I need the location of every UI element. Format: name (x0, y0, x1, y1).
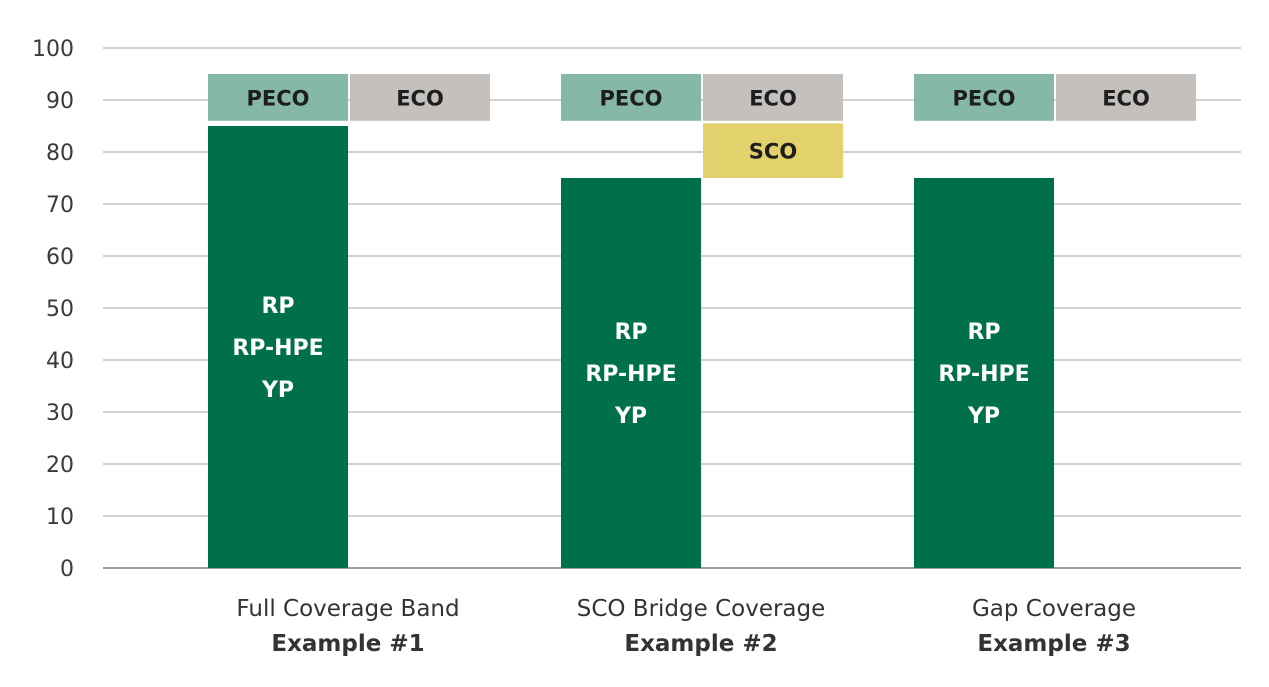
y-tick-label: 50 (46, 297, 74, 322)
segment-eco (350, 74, 490, 121)
bar-group: RP RP-HPE YP PECO ECO (208, 74, 490, 568)
segment-label: ECO (1102, 86, 1150, 110)
bar-label: YP (614, 404, 647, 429)
bar-label: RP-HPE (938, 362, 1029, 387)
y-tick-label: 10 (46, 505, 74, 530)
category-label: Full Coverage Band (236, 596, 459, 622)
segment-label: ECO (749, 86, 797, 110)
y-tick-label: 0 (60, 557, 74, 582)
segment-label: ECO (396, 86, 444, 110)
segment-label: PECO (247, 86, 310, 110)
segment-peco (914, 74, 1054, 121)
base-bar (914, 178, 1054, 568)
category-sublabel: Example #2 (624, 631, 777, 657)
segment-eco (703, 74, 843, 121)
bar-label: RP (967, 320, 1000, 345)
segment-peco (208, 74, 348, 121)
segment-peco (561, 74, 701, 121)
y-tick-label: 60 (46, 245, 74, 270)
y-tick-label: 100 (32, 37, 74, 62)
bar-group: RP RP-HPE YP PECO ECO SCO (561, 74, 843, 568)
segment-label: PECO (953, 86, 1016, 110)
bar-group: RP RP-HPE YP PECO ECO (914, 74, 1196, 568)
category-sublabel: Example #1 (271, 631, 424, 657)
category-label: SCO Bridge Coverage (577, 596, 826, 622)
segment-label: PECO (600, 86, 663, 110)
bar-label: YP (967, 404, 1000, 429)
y-tick-label: 20 (46, 453, 74, 478)
bar-label: RP-HPE (585, 362, 676, 387)
y-axis-ticks: 0 10 20 30 40 50 60 70 80 90 100 (32, 37, 74, 582)
bar-label: RP (614, 320, 647, 345)
y-tick-label: 70 (46, 193, 74, 218)
segment-label: SCO (749, 140, 797, 164)
x-axis-labels: Full Coverage Band Example #1 SCO Bridge C… (236, 596, 1136, 657)
base-bar (208, 126, 348, 568)
bar-label: RP (261, 294, 294, 319)
y-tick-label: 80 (46, 141, 74, 166)
bar-label: RP-HPE (232, 336, 323, 361)
category-label: Gap Coverage (972, 596, 1136, 622)
base-bar (561, 178, 701, 568)
segment-eco (1056, 74, 1196, 121)
segment-sco (703, 123, 843, 178)
y-tick-label: 30 (46, 401, 74, 426)
category-sublabel: Example #3 (977, 631, 1130, 657)
y-tick-label: 90 (46, 89, 74, 114)
y-tick-label: 40 (46, 349, 74, 374)
bar-label: YP (261, 378, 294, 403)
